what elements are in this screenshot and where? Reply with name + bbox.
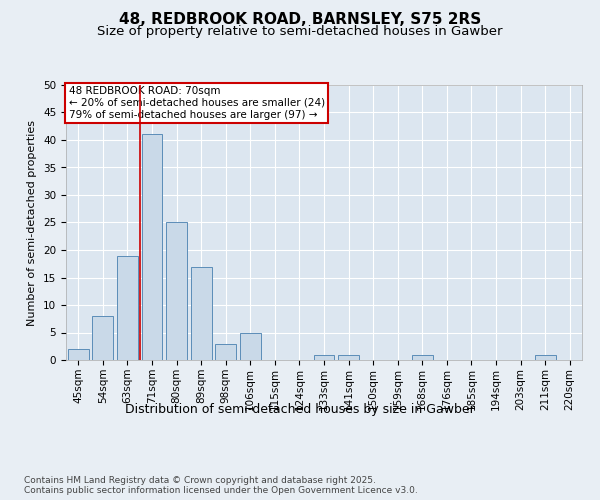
Bar: [314, 354, 334, 360]
Bar: [166, 222, 187, 360]
Text: 48, REDBROOK ROAD, BARNSLEY, S75 2RS: 48, REDBROOK ROAD, BARNSLEY, S75 2RS: [119, 12, 481, 28]
Bar: [92, 316, 113, 360]
Text: Distribution of semi-detached houses by size in Gawber: Distribution of semi-detached houses by …: [125, 402, 475, 415]
Text: 48 REDBROOK ROAD: 70sqm
← 20% of semi-detached houses are smaller (24)
79% of se: 48 REDBROOK ROAD: 70sqm ← 20% of semi-de…: [68, 86, 325, 120]
Bar: [215, 344, 236, 360]
Text: Contains HM Land Registry data © Crown copyright and database right 2025.
Contai: Contains HM Land Registry data © Crown c…: [24, 476, 418, 495]
Bar: [191, 266, 212, 360]
Bar: [142, 134, 163, 360]
Bar: [117, 256, 138, 360]
Bar: [412, 354, 433, 360]
Bar: [240, 332, 261, 360]
Y-axis label: Number of semi-detached properties: Number of semi-detached properties: [28, 120, 37, 326]
Bar: [338, 354, 359, 360]
Bar: [535, 354, 556, 360]
Text: Size of property relative to semi-detached houses in Gawber: Size of property relative to semi-detach…: [97, 25, 503, 38]
Bar: [68, 349, 89, 360]
